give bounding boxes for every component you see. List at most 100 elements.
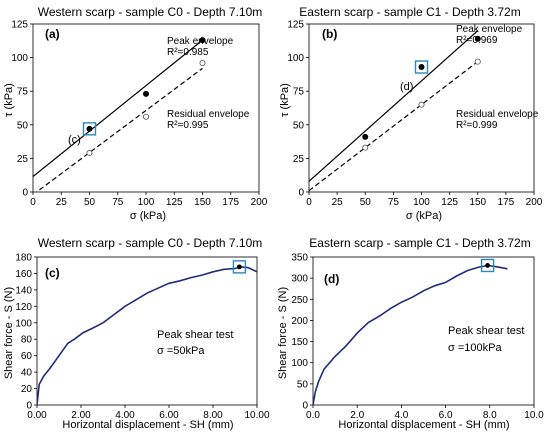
- peak-envelope-r2: R²=0.969: [456, 35, 498, 46]
- x-tick-label: 4.0: [394, 410, 408, 421]
- x-tick-label: 75: [112, 197, 124, 208]
- callout-box: [82, 122, 97, 136]
- y-tick-label: 80: [21, 335, 33, 346]
- y-tick-label: 250: [291, 295, 308, 306]
- x-tick-label: 0: [30, 197, 36, 208]
- y-tick-label: 200: [291, 316, 308, 327]
- peak-test-label: Peak shear test: [157, 329, 233, 341]
- y-tick-label: 60: [21, 351, 33, 362]
- y-tick-label: 20: [21, 384, 33, 395]
- residual-point: [86, 150, 93, 157]
- panel-d: Eastern scarp - sample C1 - Depth 3.72m …: [277, 236, 544, 431]
- residual-envelope-label: Residual envelope: [456, 109, 539, 120]
- x-axis-label: σ (kPa): [406, 210, 442, 222]
- chart-title: Western scarp - sample C0 - Depth 7.10m: [38, 5, 263, 19]
- plot-area: [37, 266, 257, 405]
- residual-point: [362, 144, 369, 151]
- plot-frame: [308, 23, 535, 193]
- y-tick-label: 0: [22, 188, 28, 199]
- marks-a: [33, 37, 206, 192]
- peak-point: [199, 37, 206, 44]
- y-tick-label: 40: [21, 368, 33, 379]
- y-tick-label: 350: [291, 253, 308, 264]
- x-tick-label: 8.0: [483, 410, 497, 421]
- x-tick-label: 25: [56, 197, 68, 208]
- x-tick-label: 2.00: [71, 410, 91, 421]
- plot-frame: [32, 23, 260, 193]
- x-tick-label: 10.00: [244, 410, 269, 421]
- peak-envelope-r2: R²=0.985: [167, 47, 209, 58]
- y-tick-label: 125: [11, 20, 28, 31]
- y-axis-label: τ (kPa): [3, 83, 15, 117]
- x-tick-label: 0: [306, 197, 312, 208]
- sigma-label: σ =50kPa: [157, 345, 205, 357]
- panel-label: (b): [322, 27, 337, 41]
- x-tick-label: 0.0: [306, 410, 320, 421]
- y-axis-label: τ (kPa): [279, 83, 291, 117]
- x-tick-label: 2.0: [350, 410, 364, 421]
- callout-label: (c): [68, 134, 81, 146]
- axes-a: 0 25 50 75 100 125 150 175 200 0 25 50 75 100 125: [11, 20, 267, 209]
- x-tick-label: 6.0: [439, 410, 453, 421]
- panel-label: (d): [324, 272, 339, 286]
- axes-d: 0.0 2.0 4.0 6.0 8.0 10.0 0 50 100 150 200 250 300 350: [291, 253, 544, 422]
- y-tick-label: 150: [291, 337, 308, 348]
- y-tick-label: 140: [15, 285, 32, 296]
- x-tick-label: 75: [388, 197, 400, 208]
- y-tick-label: 0: [302, 401, 308, 412]
- plot-area: [33, 37, 206, 192]
- y-tick-label: 25: [17, 154, 29, 165]
- chart-title: Western scarp - sample C0 - Depth 7.10m: [38, 236, 263, 250]
- residual-envelope-line: [309, 61, 479, 192]
- y-tick-label: 75: [293, 87, 305, 98]
- x-tick-label: 25: [332, 197, 344, 208]
- peak-point: [418, 64, 425, 71]
- marks-b: [309, 30, 481, 192]
- x-tick-label: 10.0: [524, 410, 544, 421]
- sigma-label: σ =100kPa: [448, 342, 502, 354]
- y-tick-label: 50: [17, 120, 29, 131]
- plot-frame: [312, 256, 535, 406]
- y-tick-label: 100: [11, 53, 28, 64]
- x-tick-label: 150: [194, 197, 211, 208]
- y-tick-label: 0: [298, 188, 304, 199]
- callout-box: [414, 60, 429, 74]
- chart-title: Eastern scarp - sample C1 - Depth 3.72m: [299, 5, 520, 19]
- x-tick-label: 50: [84, 197, 96, 208]
- x-tick-label: 50: [360, 197, 372, 208]
- x-tick-label: 100: [138, 197, 155, 208]
- residual-point: [418, 101, 425, 108]
- panel-label: (a): [45, 27, 60, 41]
- y-tick-label: 125: [287, 20, 304, 31]
- y-tick-label: 300: [291, 274, 308, 285]
- peak-point: [237, 264, 242, 270]
- marks-d: [313, 258, 508, 405]
- y-axis-label: Shear force - S (N): [3, 287, 15, 379]
- residual-point: [474, 58, 481, 65]
- panel-b: Eastern scarp - sample C1 - Depth 3.72m …: [279, 5, 543, 222]
- x-axis-label: Horizontal displacement - SH (mm): [62, 419, 233, 431]
- peak-point: [86, 125, 93, 132]
- x-tick-label: 200: [526, 197, 543, 208]
- x-tick-label: 175: [222, 197, 239, 208]
- peak-point: [142, 90, 149, 97]
- y-tick-label: 100: [287, 53, 304, 64]
- panel-a: Western scarp - sample C0 - Depth 7.10m …: [3, 5, 268, 222]
- peak-envelope-label: Peak envelope: [456, 24, 523, 35]
- plot-area: [313, 264, 508, 405]
- x-tick-label: 125: [166, 197, 183, 208]
- shear-force-curve: [313, 264, 508, 405]
- x-axis-label: Horizontal displacement - SH (mm): [338, 419, 509, 431]
- x-tick-label: 100: [413, 197, 430, 208]
- peak-test-label: Peak shear test: [448, 325, 524, 337]
- panel-label: (c): [45, 266, 60, 280]
- x-tick-label: 8.00: [203, 410, 223, 421]
- peak-envelope-line: [309, 30, 479, 182]
- x-tick-label: 150: [469, 197, 486, 208]
- y-tick-label: 160: [15, 269, 32, 280]
- peak-box: [480, 258, 495, 273]
- y-tick-label: 180: [15, 253, 32, 264]
- callout-label: (d): [400, 81, 413, 93]
- y-tick-label: 100: [15, 318, 32, 329]
